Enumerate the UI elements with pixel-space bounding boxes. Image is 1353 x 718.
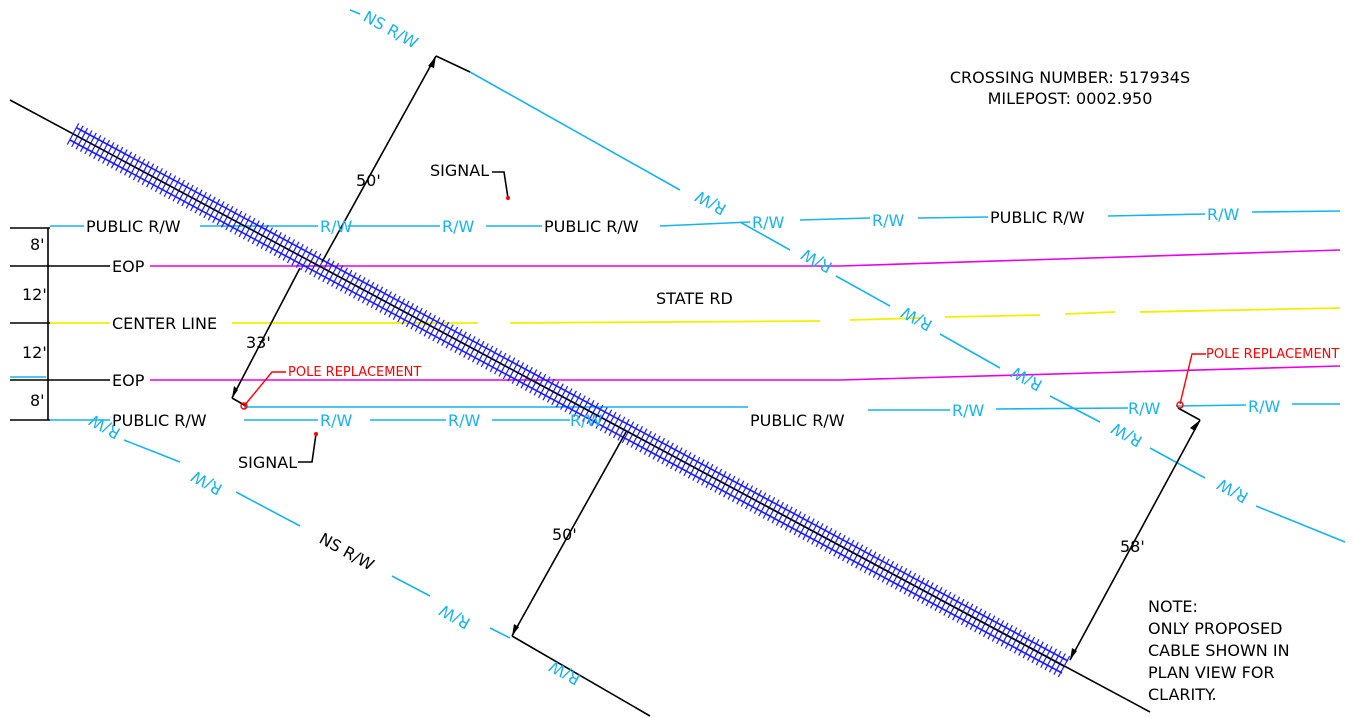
public-rw-label-upper-1: PUBLIC R/W xyxy=(86,217,181,236)
note-line-4: PLAN VIEW FOR xyxy=(1148,663,1275,682)
dim-line-50-upper xyxy=(321,55,471,263)
dim-lane-bottom: 12' xyxy=(22,343,47,362)
upper-public-rw-line xyxy=(50,210,1341,227)
dim-50-lower: 50' xyxy=(552,525,577,544)
railroad-rw-lower xyxy=(123,439,511,639)
lower-public-rw-line xyxy=(10,376,1340,421)
upper-eop-line xyxy=(150,249,1341,267)
railroad-track xyxy=(9,99,1151,713)
railroad-rw-upper xyxy=(349,9,1346,543)
rr-rw-marker-9: R/W xyxy=(436,600,474,632)
dim-line-58 xyxy=(1069,407,1201,661)
eop-label-upper: EOP xyxy=(112,257,145,276)
dim-offset-bottom: 8' xyxy=(30,391,45,410)
ns-rw-label-lower: NS R/W xyxy=(316,529,377,575)
dim-line-33 xyxy=(231,267,301,407)
rw-marker-l2: R/W xyxy=(448,411,481,430)
center-line-stripe xyxy=(50,307,1341,324)
rw-marker-l5: R/W xyxy=(1128,399,1161,418)
rw-marker-l4: R/W xyxy=(952,401,985,420)
rw-marker-u5: R/W xyxy=(1207,205,1240,224)
pole-leader-left xyxy=(240,371,286,410)
pole-replacement-label-left: POLE REPLACEMENT xyxy=(288,365,421,380)
public-rw-label-lower-1: PUBLIC R/W xyxy=(112,411,207,430)
note-line-1: NOTE: xyxy=(1148,597,1198,616)
rr-rw-marker-6: R/W xyxy=(1214,474,1252,506)
dim-58: 58' xyxy=(1120,537,1145,556)
dim-33: 33' xyxy=(246,333,271,352)
public-rw-label-lower-2: PUBLIC R/W xyxy=(750,411,845,430)
rr-rw-marker-10: R/W xyxy=(546,656,584,688)
vertical-dimension-column xyxy=(10,227,110,421)
rw-marker-u3: R/W xyxy=(752,213,785,232)
rw-marker-u1: R/W xyxy=(320,217,353,236)
ns-rw-label-upper: NS R/W xyxy=(360,7,421,53)
crossing-number-label: CROSSING NUMBER: 517934S xyxy=(950,68,1190,87)
dim-offset-top: 8' xyxy=(30,235,45,254)
rr-rw-marker-4: R/W xyxy=(1008,362,1046,394)
milepost-label: MILEPOST: 0002.950 xyxy=(988,89,1153,108)
dim-lane-top: 12' xyxy=(22,285,47,304)
signal-label-lower: SIGNAL xyxy=(238,453,297,472)
rr-rw-marker-3: R/W xyxy=(898,302,936,334)
center-line-label: CENTER LINE xyxy=(112,314,217,333)
rr-rw-marker-8: R/W xyxy=(188,466,226,498)
rw-marker-u4: R/W xyxy=(872,211,905,230)
signal-label-upper: SIGNAL xyxy=(430,161,489,180)
public-rw-label-upper-2: PUBLIC R/W xyxy=(544,217,639,236)
note-line-2: ONLY PROPOSED xyxy=(1148,619,1282,638)
eop-label-lower: EOP xyxy=(112,371,145,390)
signal-leader-upper xyxy=(492,171,510,200)
rw-marker-l1: R/W xyxy=(320,411,353,430)
lower-eop-line xyxy=(150,365,1341,381)
note-line-3: CABLE SHOWN IN xyxy=(1148,641,1290,660)
state-road-label: STATE RD xyxy=(656,289,733,308)
pole-replacement-label-right: POLE REPLACEMENT xyxy=(1206,347,1339,362)
pole-leader-right xyxy=(1176,353,1206,409)
signal-leader-lower xyxy=(298,432,318,463)
dim-50-upper: 50' xyxy=(356,171,381,190)
rr-rw-marker-2: R/W xyxy=(798,244,836,276)
rw-marker-l6: R/W xyxy=(1248,397,1281,416)
rr-rw-marker-1: R/W xyxy=(692,186,730,218)
public-rw-label-upper-3: PUBLIC R/W xyxy=(990,208,1085,227)
dim-line-50-lower xyxy=(511,431,651,717)
rw-marker-l3: R/W xyxy=(570,411,603,430)
rr-rw-marker-5: R/W xyxy=(1108,418,1146,450)
rw-marker-u2: R/W xyxy=(442,217,475,236)
note-line-5: CLARITY. xyxy=(1148,685,1217,704)
